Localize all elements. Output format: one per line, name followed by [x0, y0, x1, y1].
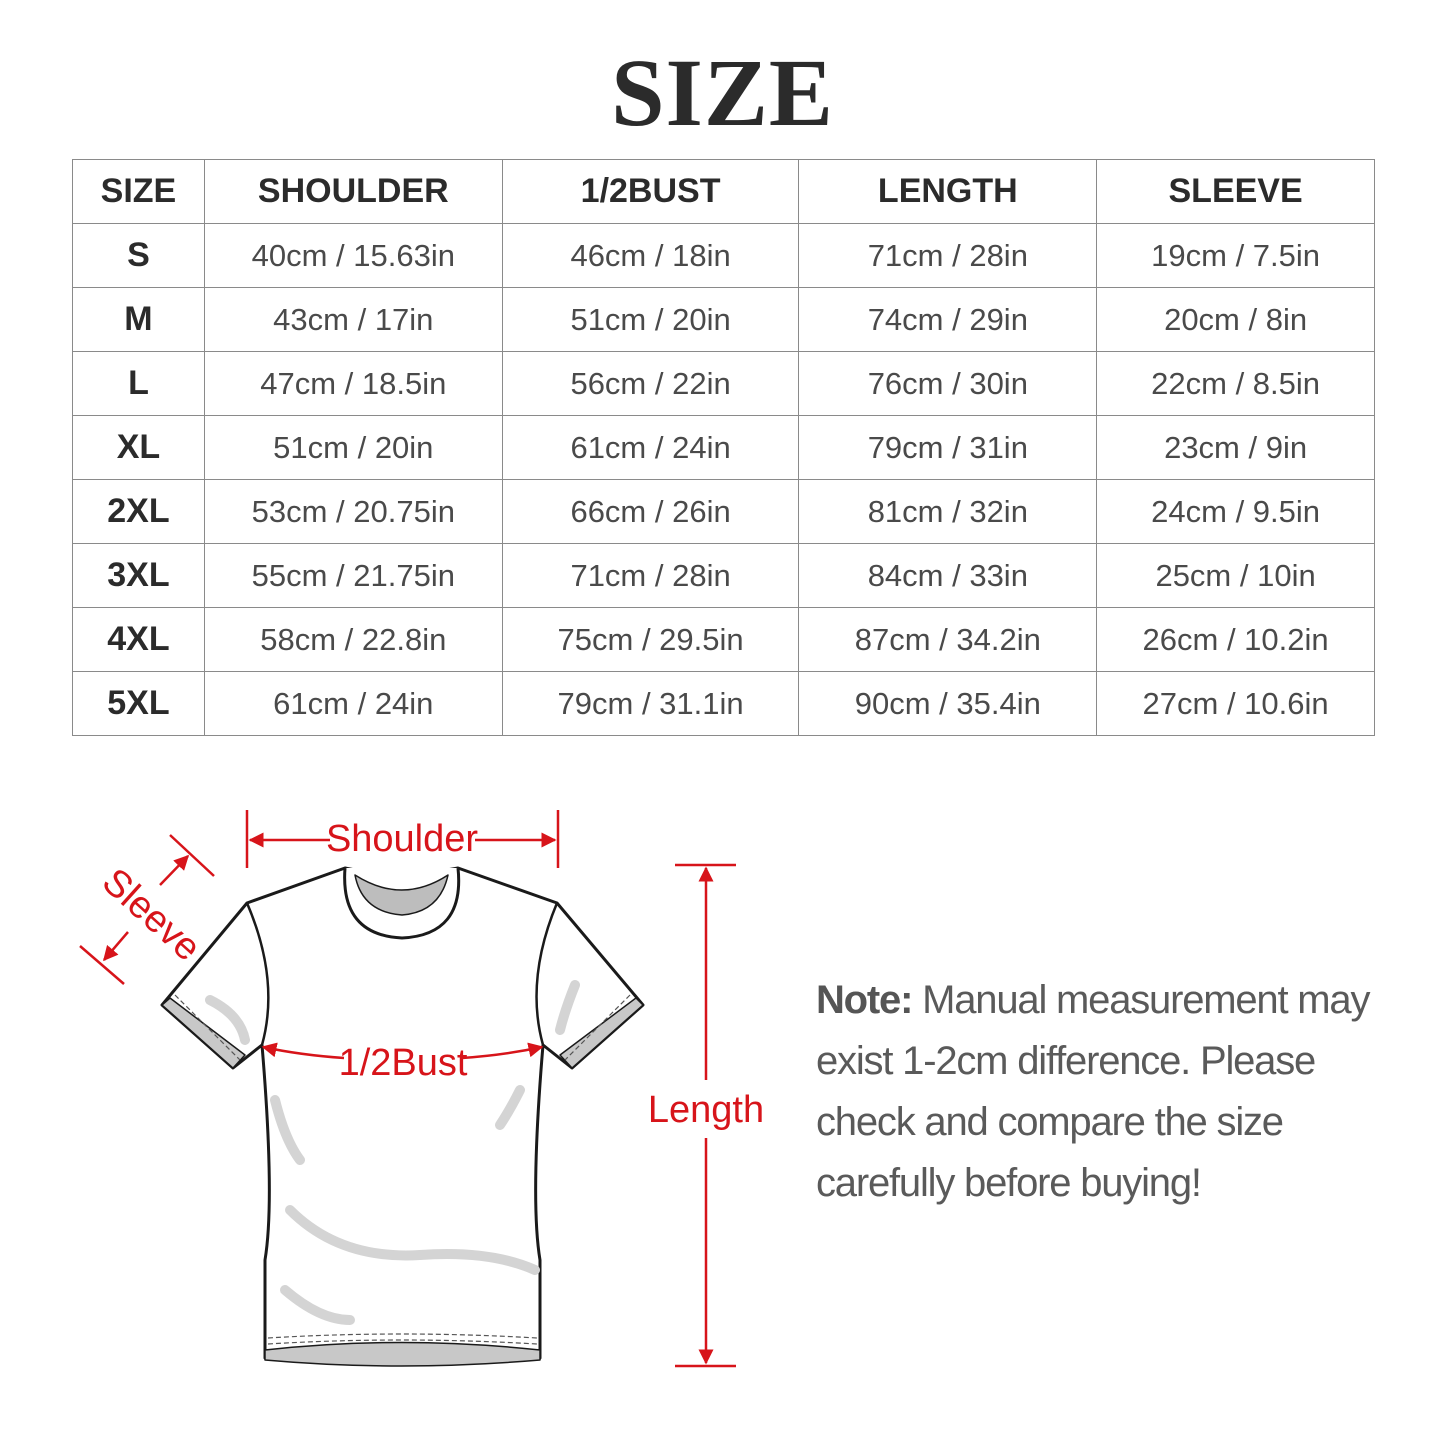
table-header-row: SIZE SHOULDER 1/2BUST LENGTH SLEEVE — [72, 159, 1375, 224]
length-label: Length — [648, 1089, 764, 1131]
cell-size: 3XL — [72, 543, 205, 608]
note-label: Note: — [816, 978, 913, 1022]
cell-sleeve: 25cm / 10in — [1096, 543, 1375, 608]
cell-bust: 79cm / 31.1in — [501, 671, 800, 736]
cell-sleeve: 26cm / 10.2in — [1096, 607, 1375, 672]
cell-bust: 61cm / 24in — [501, 415, 800, 480]
table-row: 3XL 55cm / 21.75in 71cm / 28in 84cm / 33in 2… — [72, 543, 1375, 608]
cell-length: 74cm / 29in — [798, 287, 1098, 352]
table-row: XL 51cm / 20in 61cm / 24in 79cm / 31in 23cm … — [72, 415, 1375, 480]
table-row: 5XL 61cm / 24in 79cm / 31.1in 90cm / 35.4in… — [72, 671, 1375, 736]
cell-shoulder: 47cm / 18.5in — [203, 351, 503, 416]
cell-bust: 46cm / 18in — [501, 223, 800, 288]
cell-length: 76cm / 30in — [798, 351, 1098, 416]
cell-bust: 66cm / 26in — [501, 479, 800, 544]
cell-size: 5XL — [72, 671, 205, 736]
cell-shoulder: 40cm / 15.63in — [203, 223, 503, 288]
cell-shoulder: 55cm / 21.75in — [203, 543, 503, 608]
shoulder-label: Shoulder — [326, 818, 478, 860]
table-row: 2XL 53cm / 20.75in 66cm / 26in 81cm / 32in 2… — [72, 479, 1375, 544]
cell-length: 84cm / 33in — [798, 543, 1098, 608]
header-sleeve: SLEEVE — [1096, 159, 1375, 224]
cell-length: 79cm / 31in — [798, 415, 1098, 480]
cell-sleeve: 20cm / 8in — [1096, 287, 1375, 352]
tshirt-outline — [160, 866, 645, 1367]
table-row: S 40cm / 15.63in 46cm / 18in 71cm / 28in 19c… — [72, 223, 1375, 288]
cell-size: 2XL — [72, 479, 205, 544]
page-title: SIZE — [611, 39, 834, 146]
cell-bust: 71cm / 28in — [501, 543, 800, 608]
cell-sleeve: 27cm / 10.6in — [1096, 671, 1375, 736]
header-bust: 1/2BUST — [501, 159, 800, 224]
cell-bust: 75cm / 29.5in — [501, 607, 800, 672]
measure-length — [675, 863, 736, 1368]
cell-shoulder: 58cm / 22.8in — [203, 607, 503, 672]
cell-shoulder: 43cm / 17in — [203, 287, 503, 352]
header-size: SIZE — [72, 159, 205, 224]
size-table: SIZE SHOULDER 1/2BUST LENGTH SLEEVE S 40c… — [72, 159, 1375, 736]
bust-label: 1/2Bust — [339, 1042, 468, 1084]
measure-shoulder — [245, 810, 560, 868]
table-row: L 47cm / 18.5in 56cm / 22in 76cm / 30in 22cm… — [72, 351, 1375, 416]
cell-sleeve: 22cm / 8.5in — [1096, 351, 1375, 416]
measure-sleeve — [79, 834, 215, 985]
cell-shoulder: 51cm / 20in — [203, 415, 503, 480]
note: Note: Manual measurement may exist 1-2cm… — [816, 970, 1416, 1214]
measure-bust — [261, 1042, 544, 1060]
cell-size: L — [72, 351, 205, 416]
cell-shoulder: 61cm / 24in — [203, 671, 503, 736]
cell-sleeve: 23cm / 9in — [1096, 415, 1375, 480]
cell-sleeve: 24cm / 9.5in — [1096, 479, 1375, 544]
cell-bust: 56cm / 22in — [501, 351, 800, 416]
note-text: Manual measurement may exist 1-2cm diffe… — [816, 978, 1370, 1205]
cell-length: 90cm / 35.4in — [798, 671, 1098, 736]
cell-size: 4XL — [72, 607, 205, 672]
cell-length: 81cm / 32in — [798, 479, 1098, 544]
cell-size: M — [72, 287, 205, 352]
cell-shoulder: 53cm / 20.75in — [203, 479, 503, 544]
cell-bust: 51cm / 20in — [501, 287, 800, 352]
cell-sleeve: 19cm / 7.5in — [1096, 223, 1375, 288]
table-row: M 43cm / 17in 51cm / 20in 74cm / 29in 20cm /… — [72, 287, 1375, 352]
cell-size: S — [72, 223, 205, 288]
header-length: LENGTH — [798, 159, 1098, 224]
